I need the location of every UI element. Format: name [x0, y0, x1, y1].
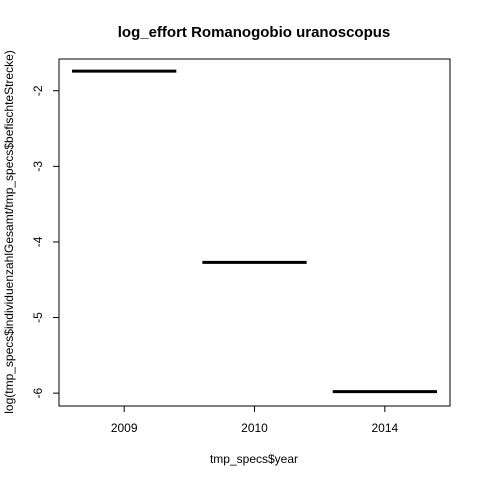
y-tick-label: -6 — [31, 387, 45, 398]
plot-frame — [58, 58, 451, 407]
x-tick-label: 2010 — [241, 421, 268, 435]
x-axis: 2009 2010 2014 — [111, 406, 399, 435]
x-tick-label: 2014 — [371, 421, 398, 435]
y-axis: -2 -3 -4 -5 -6 — [31, 85, 59, 398]
y-tick-label: -2 — [31, 85, 45, 96]
data-marks — [72, 69, 437, 394]
x-tick-label: 2009 — [111, 421, 138, 435]
y-tick-label: -4 — [31, 236, 45, 247]
y-tick-label: -3 — [31, 161, 45, 172]
y-tick-label: -5 — [31, 312, 45, 323]
chart-title: log_effort Romanogobio uranoscopus — [118, 24, 391, 41]
x-axis-label: tmp_specs$year — [210, 452, 298, 466]
y-axis-label: log(tmp_specs$individuenzahlGesamt/tmp_s… — [2, 50, 16, 414]
